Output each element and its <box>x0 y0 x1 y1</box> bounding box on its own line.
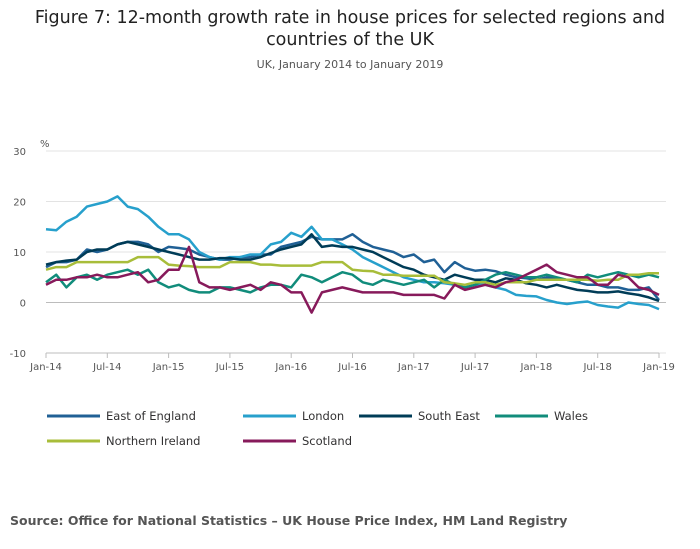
legend-item-northern-ireland[interactable]: Northern Ireland <box>47 434 200 448</box>
y-axis-label: % <box>40 139 50 150</box>
series-line-south-east <box>45 233 660 303</box>
x-tick-label: Jan-15 <box>152 362 185 373</box>
legend-item-london[interactable]: London <box>243 409 344 423</box>
x-tick-label: Jul-18 <box>582 362 611 373</box>
x-tick-label: Jan-19 <box>642 362 675 373</box>
series-line-wales <box>45 268 660 294</box>
x-tick-label: Jan-18 <box>520 362 553 373</box>
legend-item-wales[interactable]: Wales <box>495 409 588 423</box>
source-note: Source: Office for National Statistics –… <box>10 513 568 528</box>
legend-label: Scotland <box>302 434 352 448</box>
legend-label: Wales <box>554 409 588 423</box>
legend-item-east-of-england[interactable]: East of England <box>47 409 196 423</box>
x-tick-label: Jul-17 <box>460 362 489 373</box>
y-axis: 30 20 10 0 -10 <box>10 147 26 360</box>
legend[interactable]: East of England London South East Wales Nort… <box>47 409 588 448</box>
y-tick-label: 30 <box>13 147 26 158</box>
y-tick-label: 10 <box>13 248 26 259</box>
legend-label: East of England <box>106 409 196 423</box>
legend-label: Northern Ireland <box>106 434 200 448</box>
x-tick-label: Jan-14 <box>29 362 62 373</box>
legend-item-south-east[interactable]: South East <box>359 409 480 423</box>
chart-title: Figure 7: 12-month growth rate in house … <box>34 8 666 50</box>
x-tick-label: Jan-16 <box>274 362 307 373</box>
series-line-northern-ireland <box>45 255 659 287</box>
y-tick-label: 20 <box>13 198 26 209</box>
chart-subtitle: UK, January 2014 to January 2019 <box>256 58 444 71</box>
legend-label: London <box>302 409 344 423</box>
series-line-london <box>45 195 660 311</box>
series-line-scotland <box>45 245 660 314</box>
legend-item-scotland[interactable]: Scotland <box>243 434 352 448</box>
x-axis: Jan-14 Jul-14 Jan-15 Jul-15 Jan-16 Jul-16 Jan-… <box>29 352 675 373</box>
legend-label: South East <box>418 409 480 423</box>
x-tick-label: Jul-15 <box>215 362 244 373</box>
x-tick-label: Jul-14 <box>92 362 121 373</box>
x-tick-label: Jul-16 <box>337 362 366 373</box>
y-tick-label: -10 <box>10 349 26 360</box>
series-lines <box>45 195 660 314</box>
x-tick-label: Jan-17 <box>397 362 430 373</box>
y-tick-label: 0 <box>20 299 26 310</box>
